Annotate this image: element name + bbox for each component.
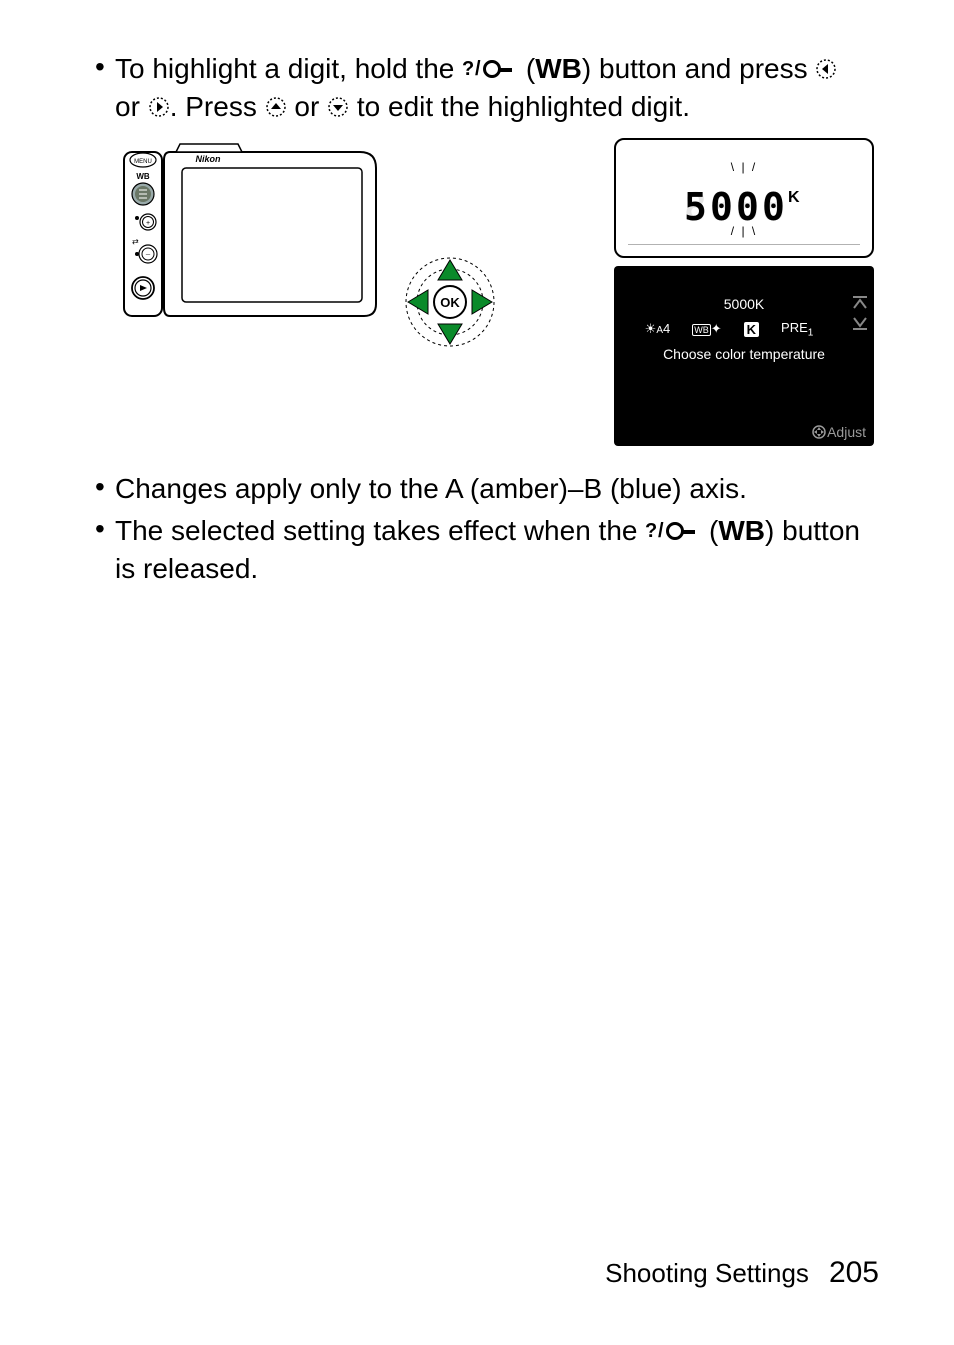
- svg-text:0: 0: [762, 185, 785, 228]
- seven-seg-5000: 8 8 8 8 5 0 0 0 K: [684, 184, 804, 228]
- side-scroll-icons: [852, 296, 868, 330]
- help-key-icon: ? /: [462, 58, 518, 80]
- svg-text:⇄: ⇄: [132, 237, 139, 246]
- ok-label: OK: [440, 295, 460, 310]
- bullet-3-text: The selected setting takes effect when t…: [115, 512, 884, 588]
- svg-text:?: ?: [645, 520, 657, 542]
- dpad-down-icon: [327, 96, 349, 118]
- page-footer: Shooting Settings 205: [605, 1256, 879, 1290]
- bullet-2: • Changes apply only to the A (amber)–B …: [95, 470, 884, 508]
- wb-label: WB: [535, 53, 582, 84]
- dpad-right-icon: [148, 96, 170, 118]
- svg-text:K: K: [788, 189, 800, 206]
- monitor-options: ☀A4 WB✦ K PRE1: [614, 320, 844, 339]
- tick-marks-bottom: / | \: [731, 224, 757, 238]
- svg-text:+: +: [146, 220, 150, 227]
- monitor-caption: Choose color temperature: [614, 346, 874, 362]
- bullet-1: • To highlight a digit, hold the ? / (WB…: [95, 50, 884, 126]
- svg-text:－: －: [145, 253, 151, 259]
- dpad-left-icon: [815, 58, 837, 80]
- svg-text:0: 0: [710, 185, 733, 228]
- bullet-dot: •: [95, 512, 115, 546]
- text: (: [709, 515, 718, 546]
- text: The selected setting takes effect when t…: [115, 515, 645, 546]
- footer-page-number: 205: [829, 1256, 879, 1290]
- text: . Press: [170, 91, 265, 122]
- bullet-1-text: To highlight a digit, hold the ? / (WB) …: [115, 50, 884, 126]
- bullet-3: • The selected setting takes effect when…: [95, 512, 884, 588]
- bullet-dot: •: [95, 50, 115, 84]
- figure-row: Nikon MENU WB + ⇄: [120, 138, 884, 446]
- camera-back-illustration: Nikon MENU WB + ⇄: [120, 138, 380, 320]
- text: ) button and press: [582, 53, 815, 84]
- svg-text:0: 0: [736, 185, 759, 228]
- brand-label: Nikon: [195, 154, 221, 164]
- text: (: [526, 53, 535, 84]
- monitor-value: 5000K: [614, 296, 874, 312]
- opt-flash: WB✦: [692, 321, 721, 337]
- lcd-divider: [628, 244, 860, 245]
- footer-section: Shooting Settings: [605, 1258, 809, 1289]
- wb-label: WB: [718, 515, 765, 546]
- text: or: [115, 91, 148, 122]
- adjust-label: Adjust: [827, 424, 866, 440]
- text: to edit the highlighted digit.: [357, 91, 690, 122]
- lcd-stack: \ | / 8 8 8 8 5 0: [614, 138, 874, 446]
- bullet-dot: •: [95, 470, 115, 504]
- dpad-up-icon: [265, 96, 287, 118]
- adjust-hint: Adjust: [811, 424, 866, 440]
- opt-auto: ☀A4: [645, 321, 671, 337]
- opt-pre: PRE1: [781, 320, 813, 339]
- tick-marks-top: \ | /: [731, 160, 757, 174]
- svg-text:WB: WB: [136, 172, 150, 181]
- help-key-icon: ? /: [645, 520, 701, 542]
- text: To highlight a digit, hold the: [115, 53, 462, 84]
- svg-text:5: 5: [684, 185, 707, 228]
- bullet-2-text: Changes apply only to the A (amber)–B (b…: [115, 470, 884, 508]
- svg-text:?: ?: [462, 58, 474, 80]
- menu-label: MENU: [134, 159, 152, 165]
- multi-selector-illustration: OK: [400, 252, 500, 352]
- text: or: [294, 91, 327, 122]
- svg-text:/: /: [475, 58, 481, 80]
- opt-k: K: [744, 322, 759, 337]
- svg-text:/: /: [658, 520, 664, 542]
- page: • To highlight a digit, hold the ? / (WB…: [0, 0, 954, 1345]
- control-panel-display: \ | / 8 8 8 8 5 0: [614, 138, 874, 258]
- monitor-display: 5000K ☀A4 WB✦ K PRE1 Choose color temper…: [614, 266, 874, 446]
- lcd-digits: 8 8 8 8 5 0 0 0 K: [684, 184, 804, 228]
